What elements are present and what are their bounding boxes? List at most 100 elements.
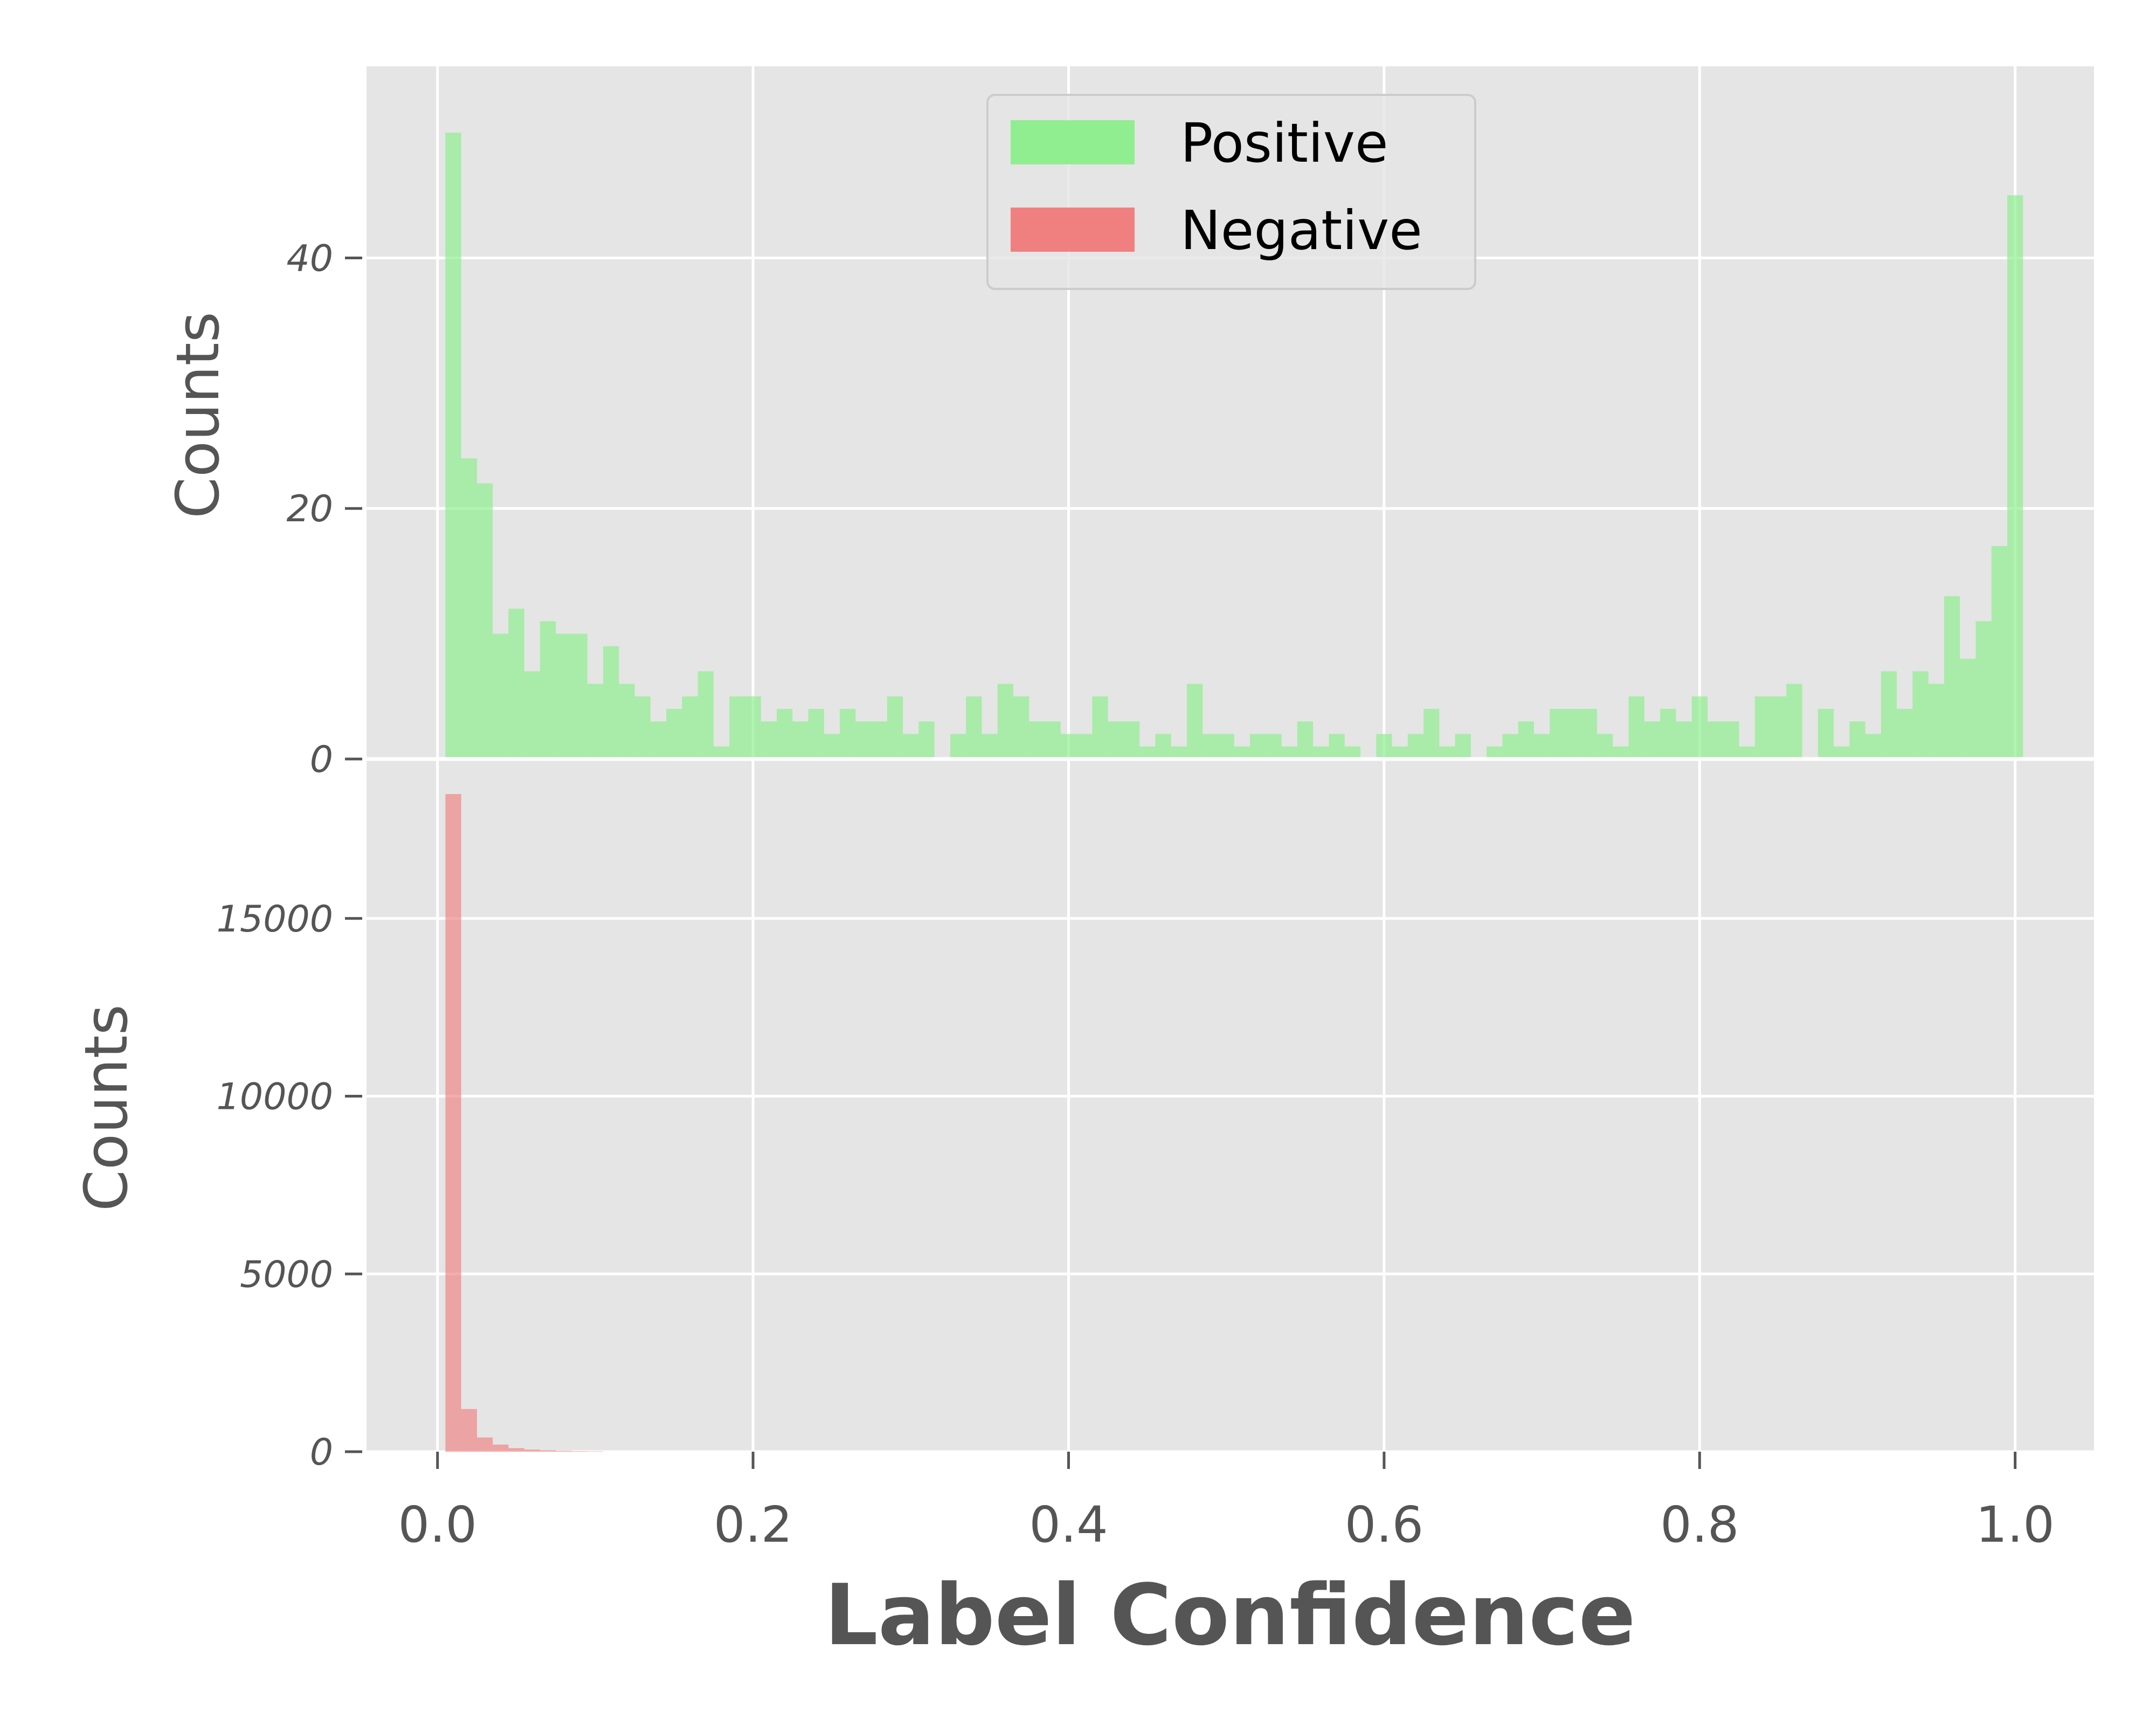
top-bar <box>840 709 856 759</box>
top-bar <box>1676 721 1692 759</box>
top-bar <box>824 734 840 759</box>
top-bar <box>1975 621 1992 759</box>
xtick-label: 0.6 <box>1345 1496 1423 1554</box>
top-bar <box>950 734 966 759</box>
top-bar <box>1912 671 1929 759</box>
top-bar <box>1707 721 1724 759</box>
top-bar <box>493 633 509 759</box>
top-bar <box>1250 734 1266 759</box>
top-bar <box>1407 734 1424 759</box>
top-bar <box>1533 734 1550 759</box>
top-bar <box>1297 721 1314 759</box>
legend-swatch-positive <box>1011 120 1135 164</box>
bottom-ytick-label: 15000 <box>217 898 333 941</box>
top-bar <box>761 721 777 759</box>
top-bar <box>556 633 572 759</box>
top-bar <box>1155 734 1171 759</box>
bottom-bar <box>540 1450 556 1452</box>
top-bar <box>1991 546 2008 759</box>
top-bar <box>982 734 998 759</box>
top-bar <box>603 646 619 759</box>
top-bar <box>508 609 524 759</box>
top-bar <box>1187 684 1203 759</box>
bottom-bar <box>524 1450 540 1452</box>
top-bar <box>1218 734 1234 759</box>
top-bar <box>1628 696 1644 759</box>
top-ytick-label: 20 <box>286 488 333 530</box>
top-bar <box>1691 696 1708 759</box>
xtick-label: 0.0 <box>398 1496 477 1554</box>
top-bar <box>650 721 667 759</box>
top-bar <box>524 671 540 759</box>
top-bar <box>1897 709 1913 759</box>
bottom-bar <box>587 1451 604 1452</box>
top-bar <box>777 709 793 759</box>
top-bar <box>903 734 919 759</box>
top-bar <box>1203 734 1219 759</box>
top-bar <box>587 684 604 759</box>
top-bar <box>1786 684 1802 759</box>
top-bar <box>1613 746 1629 759</box>
top-bar <box>619 684 635 759</box>
xtick-label: 0.8 <box>1660 1496 1739 1554</box>
top-bar <box>1439 746 1455 759</box>
top-bar <box>1392 746 1408 759</box>
bottom-bar <box>508 1448 524 1452</box>
top-bar <box>697 671 714 759</box>
top-bar <box>1770 696 1787 759</box>
top-bar <box>887 696 903 759</box>
top-bar <box>1834 746 1850 759</box>
top-bar <box>1581 709 1598 759</box>
top-bar <box>1281 746 1297 759</box>
top-bar <box>1754 696 1771 759</box>
top-bar <box>871 721 887 759</box>
bottom-bar <box>556 1451 572 1452</box>
top-bar <box>918 721 935 759</box>
xtick-label: 0.2 <box>714 1496 792 1554</box>
top-bar <box>1329 734 1345 759</box>
top-bar <box>1518 721 1534 759</box>
bottom-bar <box>476 1437 493 1452</box>
bottom-bar <box>493 1444 509 1452</box>
top-bar <box>1487 746 1503 759</box>
top-bar <box>666 709 682 759</box>
bottom-panel-background <box>367 759 2094 1452</box>
top-bar <box>1123 721 1140 759</box>
top-bar <box>2007 195 2023 760</box>
top-bar <box>1739 746 1755 759</box>
top-bar <box>1060 734 1077 759</box>
top-bar <box>461 458 477 759</box>
bottom-ytick-label: 10000 <box>217 1076 333 1119</box>
legend: Positive Negative <box>986 94 1476 290</box>
top-bar <box>1092 696 1108 759</box>
top-bar <box>997 684 1014 759</box>
top-bar <box>540 621 556 759</box>
top-bar <box>1139 746 1156 759</box>
top-bar <box>1013 696 1029 759</box>
xtick-label: 1.0 <box>1975 1496 2054 1554</box>
top-bar <box>571 633 588 759</box>
top-bar <box>476 483 493 759</box>
top-bar <box>808 709 824 759</box>
top-bar <box>1644 721 1661 759</box>
top-bar <box>1597 734 1613 759</box>
legend-label-negative: Negative <box>1180 199 1422 262</box>
top-bar <box>713 746 730 759</box>
top-bar <box>1029 721 1045 759</box>
top-bar <box>1928 684 1944 759</box>
top-bar <box>1660 709 1676 759</box>
top-bar <box>1108 721 1124 759</box>
top-ylabel: Counts <box>163 312 232 519</box>
top-bar <box>1045 721 1061 759</box>
bottom-bar <box>461 1409 477 1452</box>
top-bar <box>745 696 761 759</box>
top-bar <box>1076 734 1093 759</box>
top-bar <box>634 696 651 759</box>
axis-ticks: 0 20 40 0 5000 10000 15000 0.0 0.2 0.4 0.6 0.8 1.0 <box>217 237 2055 1554</box>
top-bar <box>682 696 698 759</box>
top-bar <box>1376 734 1392 759</box>
top-bar <box>792 721 808 759</box>
top-bar <box>855 721 872 759</box>
top-bar <box>1502 734 1518 759</box>
